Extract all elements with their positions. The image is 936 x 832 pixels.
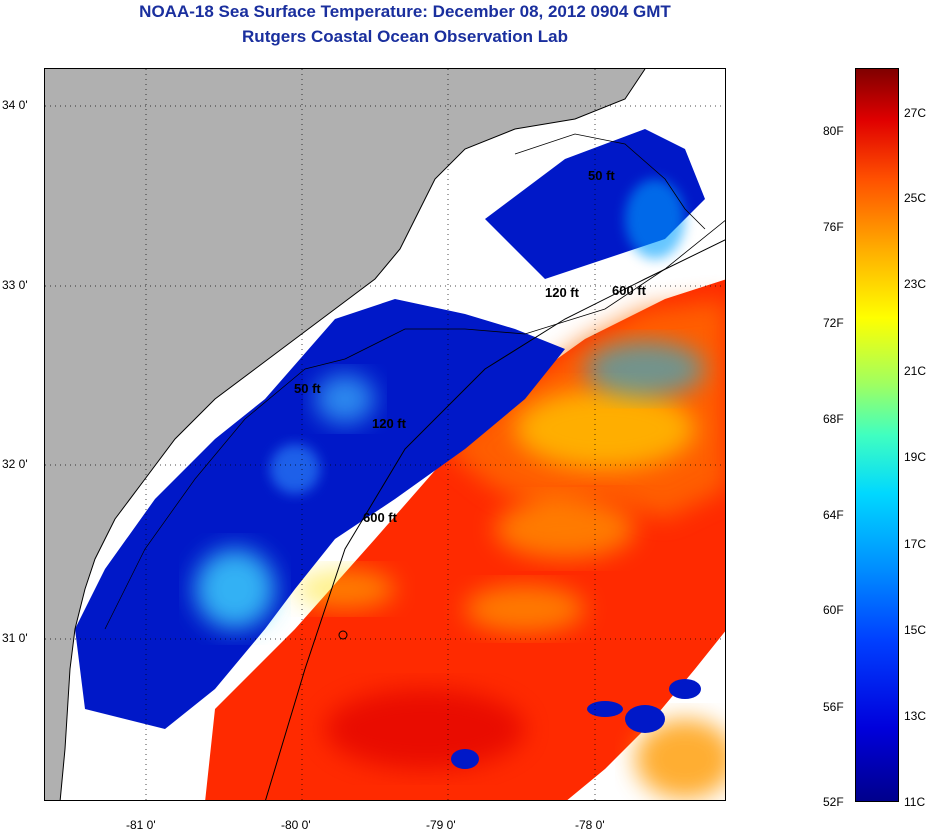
map-subtitle: Rutgers Coastal Ocean Observation Lab xyxy=(242,27,568,46)
contour-50ft-south xyxy=(104,358,346,630)
colorbar-fahrenheit-label: 72F xyxy=(823,316,844,330)
latitude-label: 31 0' xyxy=(2,631,28,645)
map-canvas xyxy=(45,69,725,800)
contour-label: 600 ft xyxy=(612,283,646,298)
latitude-label: 33 0' xyxy=(2,278,28,292)
colorbar-fahrenheit-label: 68F xyxy=(823,412,844,426)
colorbar-fahrenheit-label: 64F xyxy=(823,508,844,522)
colorbar-celsius-label: 19C xyxy=(904,450,927,464)
longitude-label: -78 0' xyxy=(575,818,605,832)
colorbar-celsius-label: 11C xyxy=(904,795,926,809)
contour-label: 50 ft xyxy=(588,168,615,183)
longitude-label: -80 0' xyxy=(281,818,311,832)
colorbar-celsius-label: 25C xyxy=(904,191,927,205)
sea-surface-temperature-map xyxy=(44,68,726,801)
contour-label: 120 ft xyxy=(545,285,579,300)
colorbar-celsius-label: 21C xyxy=(904,364,927,378)
land-mass xyxy=(45,69,645,800)
temperature-colorbar xyxy=(855,68,899,802)
colorbar-fahrenheit-label: 60F xyxy=(823,603,844,617)
colorbar-celsius-label: 13C xyxy=(904,709,927,723)
colorbar-celsius-label: 27C xyxy=(904,106,927,120)
colorbar-celsius-label: 17C xyxy=(904,537,927,551)
coastline xyxy=(59,69,646,800)
longitude-label: -81 0' xyxy=(126,818,156,832)
contour-label: 120 ft xyxy=(372,416,406,431)
contour-label: 50 ft xyxy=(294,381,321,396)
colorbar-fahrenheit-label: 76F xyxy=(823,220,844,234)
colorbar-celsius-label: 23C xyxy=(904,277,927,291)
station-marker xyxy=(338,630,348,640)
contour-600ft xyxy=(265,239,725,800)
cold-water-region xyxy=(60,86,705,769)
contour-50ft-north xyxy=(514,133,706,230)
contour-label: 600 ft xyxy=(363,510,397,525)
longitude-label: -79 0' xyxy=(426,818,456,832)
colorbar-fahrenheit-label: 52F xyxy=(823,795,844,809)
latitude-label: 34 0' xyxy=(2,98,28,112)
map-title: NOAA-18 Sea Surface Temperature: Decembe… xyxy=(139,2,671,21)
colorbar-fahrenheit-label: 80F xyxy=(823,124,844,138)
colorbar-fahrenheit-label: 56F xyxy=(823,700,844,714)
latitude-label: 32 0' xyxy=(2,457,28,471)
colorbar-celsius-label: 15C xyxy=(904,623,927,637)
graticule xyxy=(45,69,725,800)
